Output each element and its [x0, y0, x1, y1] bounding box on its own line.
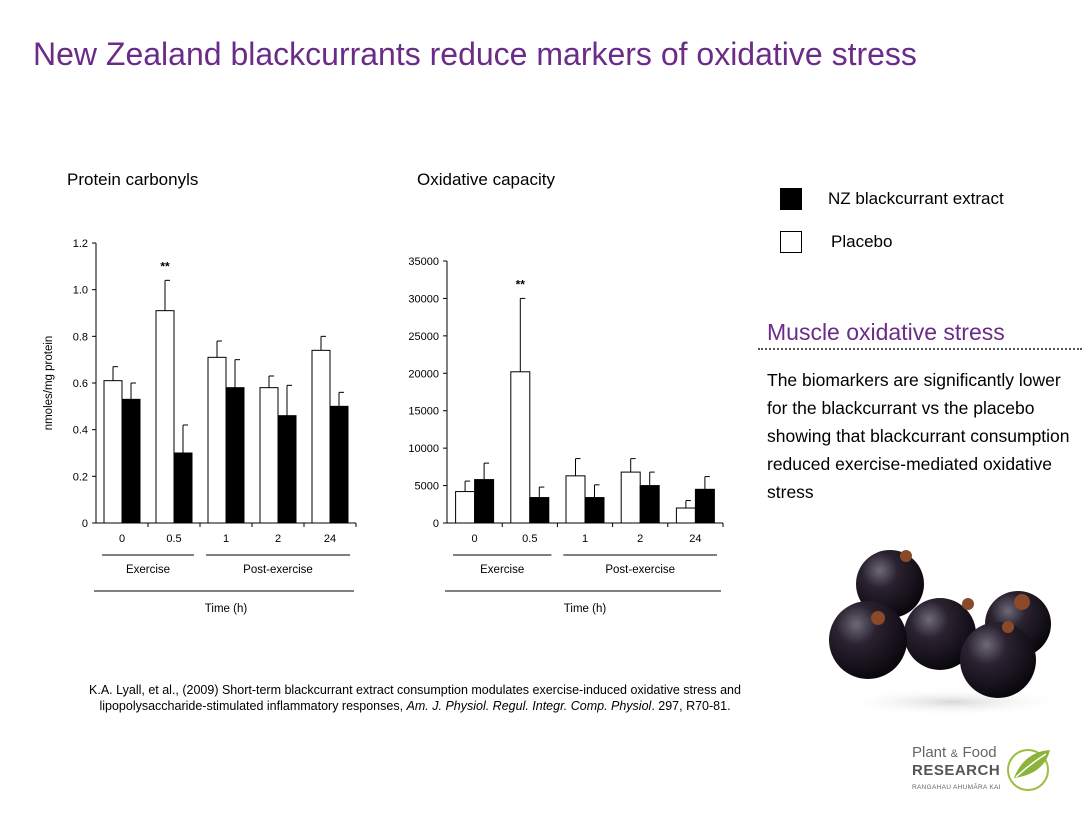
bar-blackcurrant	[277, 415, 297, 524]
slide-title: New Zealand blackcurrants reduce markers…	[33, 36, 917, 72]
y-tick-label: 10000	[408, 443, 439, 455]
chart-title-protein-carbonyls: Protein carbonyls	[67, 170, 199, 189]
bar-blackcurrant	[474, 479, 495, 524]
group-label: Exercise	[126, 564, 170, 576]
y-tick-label: 0.4	[73, 425, 88, 437]
y-tick-label: 30000	[408, 293, 439, 305]
chart-title-oxidative-capacity: Oxidative capacity	[417, 170, 555, 189]
x-tick-label: 24	[324, 533, 336, 545]
oxidative-capacity-chart: 0 5000 10000 15000 20000 25000 30000 35000 0 0.5 1…	[408, 256, 724, 615]
y-tick-label: 0	[82, 518, 88, 530]
legend-label-placebo: Placebo	[831, 232, 893, 251]
significance-marker: **	[516, 277, 526, 291]
bar-blackcurrant	[584, 497, 605, 524]
legend-label-blackcurrant: NZ blackcurrant extract	[828, 189, 1004, 208]
y-tick-label: 0.8	[73, 331, 88, 343]
y-tick-label: 5000	[415, 481, 439, 493]
x-tick-label: 0	[472, 533, 478, 545]
bar-placebo	[103, 380, 123, 524]
blackcurrant-photo	[829, 550, 1068, 716]
y-tick-label: 0.2	[73, 471, 88, 483]
y-tick-label: 0	[433, 518, 439, 530]
citation: K.A. Lyall, et al., (2009) Short-term bl…	[70, 682, 760, 714]
bar-blackcurrant	[173, 452, 193, 524]
x-tick-label: 2	[637, 533, 643, 545]
bar-placebo	[675, 507, 696, 524]
bar-blackcurrant	[329, 405, 349, 524]
logo-text-amp: &	[950, 748, 958, 760]
side-heading: Muscle oxidative stress	[767, 319, 1005, 345]
bar-blackcurrant	[639, 485, 660, 524]
citation-journal: Am. J. Physiol. Regul. Integr. Comp. Phy…	[406, 699, 652, 713]
x-tick-label: 2	[275, 533, 281, 545]
logo-text-research: RESEARCH	[912, 762, 1001, 779]
citation-line-2-end: . 297, R70-81.	[651, 699, 731, 713]
y-tick-label: 35000	[408, 256, 439, 268]
y-axis-label: nmoles/mg protein	[43, 336, 55, 431]
bar-placebo	[207, 356, 227, 524]
y-tick-label: 15000	[408, 406, 439, 418]
bar-placebo	[510, 371, 531, 524]
bar-placebo	[259, 387, 279, 524]
group-label: Post-exercise	[243, 564, 313, 576]
x-tick-label: 0.5	[166, 533, 181, 545]
bar-blackcurrant	[694, 488, 715, 524]
legend-swatch-blackcurrant	[780, 188, 802, 210]
x-tick-label: 1	[223, 533, 229, 545]
y-tick-label: 20000	[408, 368, 439, 380]
legend-swatch-placebo	[780, 231, 802, 253]
y-tick-label: 1.2	[73, 238, 88, 250]
bar-placebo	[565, 475, 586, 524]
plant-and-food-logo: Plant & Food RESEARCH RANGAHAU AHUMĀRA K…	[912, 744, 1062, 804]
logo-text-plant: Plant	[912, 744, 947, 761]
citation-line-1: K.A. Lyall, et al., (2009) Short-term bl…	[89, 683, 741, 697]
citation-line-2: lipopolysaccharide-stimulated inflammato…	[99, 699, 407, 713]
bar-blackcurrant	[121, 398, 141, 524]
significance-marker: **	[160, 259, 170, 273]
dotted-divider	[758, 348, 1082, 350]
leaf-icon	[1007, 749, 1050, 791]
bar-blackcurrant	[225, 387, 245, 524]
x-axis-label: Time (h)	[564, 603, 607, 615]
protein-carbonyls-chart: 0 0.2 0.4 0.6 0.8 1.0 1.2 nmoles/mg protein 0 0.5…	[43, 238, 357, 615]
bar-blackcurrant	[529, 497, 550, 524]
bar-placebo	[620, 471, 641, 524]
x-tick-label: 24	[689, 533, 701, 545]
x-axis-label: Time (h)	[205, 603, 248, 615]
logo-text-food: Food	[962, 744, 997, 761]
x-tick-label: 0	[119, 533, 125, 545]
bar-placebo	[455, 491, 476, 524]
x-tick-label: 0.5	[522, 533, 537, 545]
y-tick-label: 1.0	[73, 285, 88, 297]
bar-placebo	[155, 310, 175, 524]
bar-placebo	[311, 349, 331, 524]
y-tick-label: 0.6	[73, 378, 88, 390]
y-tick-label: 25000	[408, 331, 439, 343]
group-label: Post-exercise	[605, 564, 675, 576]
logo-text-tagline: RANGAHAU AHUMĀRA KAI	[912, 784, 1001, 791]
group-label: Exercise	[480, 564, 524, 576]
side-body-text: The biomarkers are significantly lower f…	[767, 370, 1070, 502]
x-tick-label: 1	[582, 533, 588, 545]
